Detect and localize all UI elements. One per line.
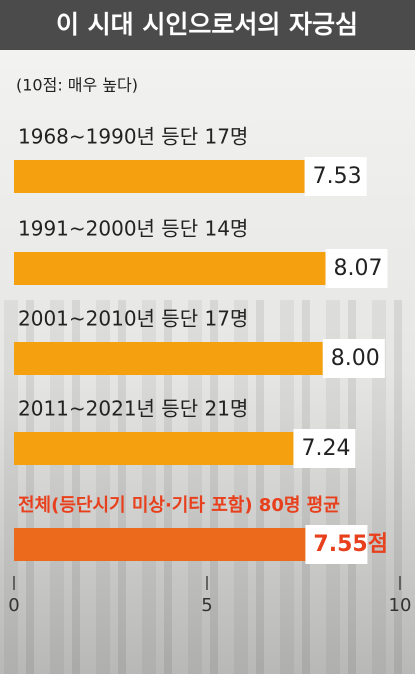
value-label-box xyxy=(293,429,356,468)
x-tick-label: 0 xyxy=(8,595,19,616)
value-label-box xyxy=(325,249,388,288)
value-label: 7.53 xyxy=(313,164,362,189)
bar xyxy=(14,342,323,375)
value-label: 8.00 xyxy=(331,346,380,371)
title-bar xyxy=(0,0,415,50)
subtitle: (10점: 매우 높다) xyxy=(16,76,138,95)
value-label: 7.55점 xyxy=(313,532,388,557)
x-tick-label: 5 xyxy=(201,595,212,616)
x-tick-label: 10 xyxy=(389,595,412,616)
category-label: 1968~1990년 등단 17명 xyxy=(18,125,248,149)
bar xyxy=(14,160,305,193)
value-label-box xyxy=(322,339,385,378)
category-label: 2011~2021년 등단 21명 xyxy=(18,397,248,421)
chart-title: 이 시대 시인으로서의 자긍심 xyxy=(56,10,358,39)
value-label: 8.07 xyxy=(334,256,383,281)
category-label: 2001~2010년 등단 17명 xyxy=(18,307,248,331)
bar xyxy=(14,528,306,561)
category-label: 1991~2000년 등단 14명 xyxy=(18,217,248,241)
value-label-box xyxy=(304,157,367,196)
category-label: 전체(등단시기 미상·기타 포함) 80명 평균 xyxy=(18,494,340,516)
value-label-box xyxy=(305,525,368,564)
bar xyxy=(14,432,294,465)
bar xyxy=(14,252,326,285)
value-label: 7.24 xyxy=(301,436,350,461)
